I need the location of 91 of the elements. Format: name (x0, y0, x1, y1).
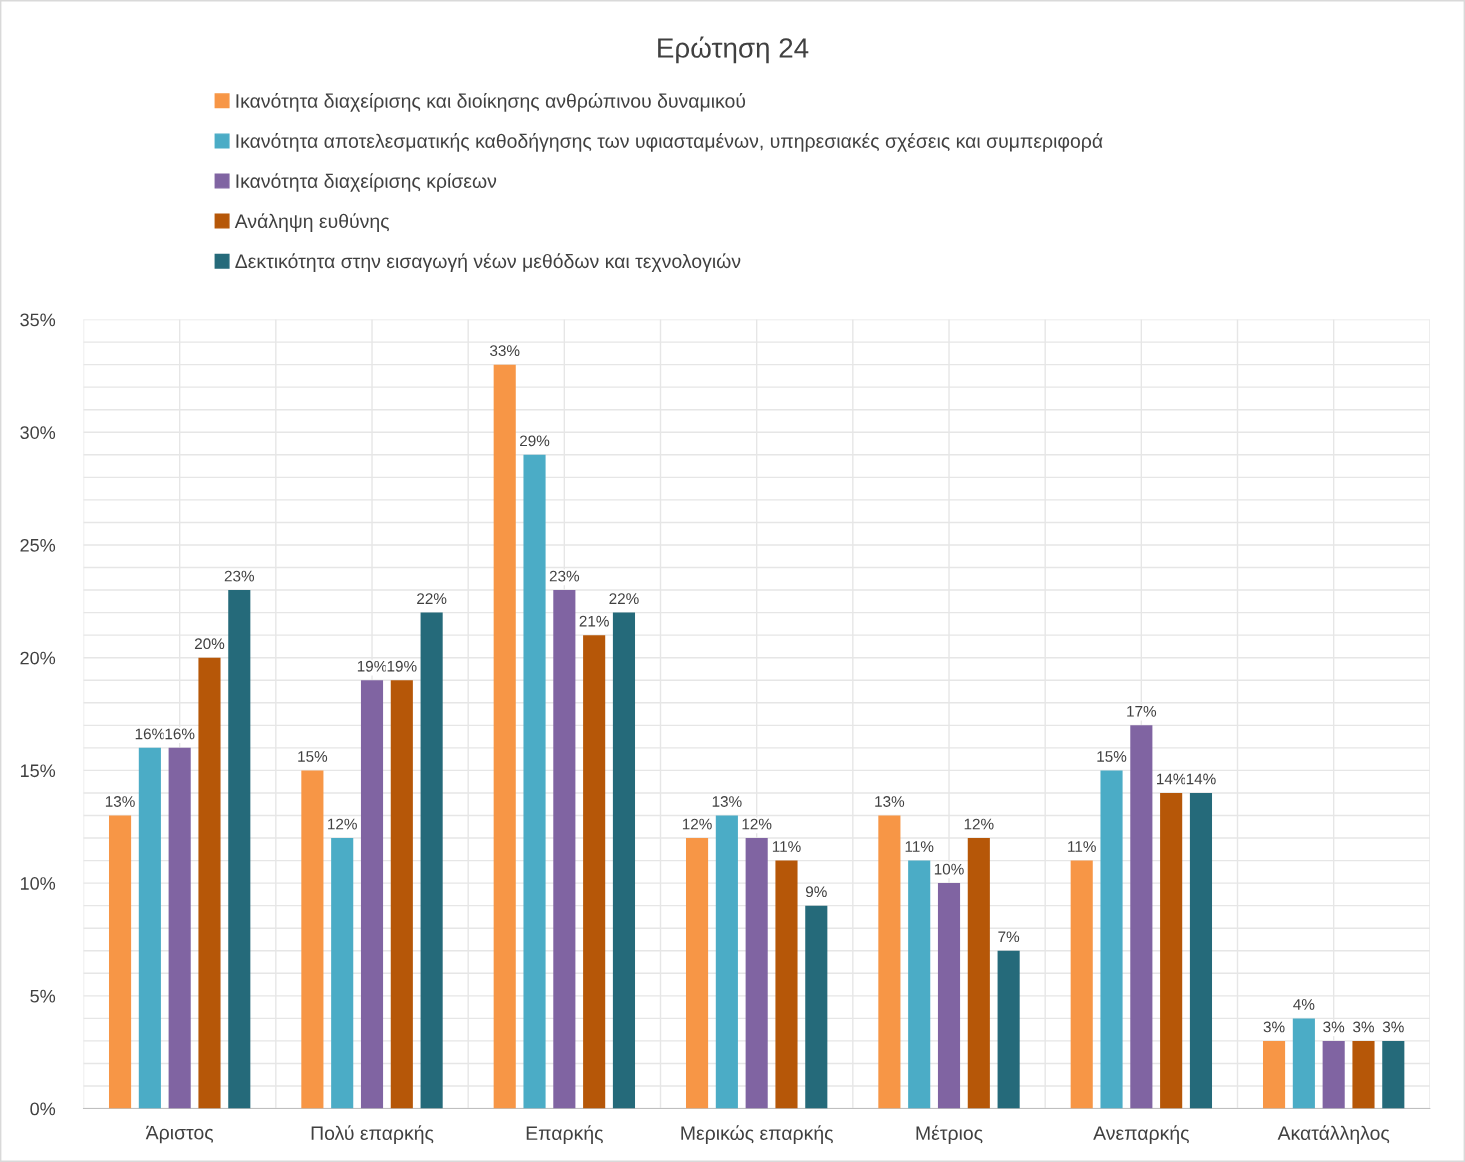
bar (1130, 725, 1153, 1109)
data-label: 22% (417, 593, 447, 604)
bar (301, 770, 324, 1109)
bar (1070, 860, 1093, 1109)
bar (805, 905, 828, 1109)
data-label: 29% (520, 435, 550, 447)
y-tick-label: 10% (20, 877, 56, 890)
data-label: 10% (934, 863, 964, 875)
x-tick-label: Επαρκής (526, 1125, 603, 1144)
bar (967, 838, 990, 1109)
y-tick-label: 35% (20, 313, 56, 327)
bar (138, 747, 161, 1109)
x-tick-label: Μερικώς επαρκής (681, 1125, 833, 1144)
bar (1382, 1040, 1405, 1109)
data-label: 19% (387, 660, 417, 672)
data-label: 33% (490, 345, 520, 357)
data-label: 13% (712, 796, 742, 807)
data-label: 3% (1263, 1021, 1285, 1033)
bar (745, 838, 768, 1109)
bar (331, 838, 354, 1109)
bar (493, 364, 516, 1109)
bar (878, 815, 901, 1109)
bar (228, 590, 251, 1109)
data-label: 23% (224, 570, 255, 582)
data-label: 3% (1353, 1021, 1374, 1033)
y-tick-label: 0% (30, 1102, 56, 1116)
data-label: 12% (964, 818, 994, 830)
legend-label: Ικανότητα αποτελεσματικής καθοδήγησης των υφιασταμένων, υπηρεσιακές σχέσεις και συμπεριφορά (236, 133, 1103, 152)
data-label: 7% (998, 931, 1020, 943)
data-label: 11% (1068, 841, 1096, 852)
data-label: 14% (1186, 773, 1216, 785)
bar (523, 454, 546, 1109)
bar (553, 590, 576, 1109)
data-label: 20% (194, 638, 225, 650)
y-tick-label: 5% (30, 989, 56, 1003)
legend-label: Ανάληψη ευθύνης (234, 213, 389, 232)
data-label: 21% (579, 615, 609, 627)
y-tick-label: 20% (20, 651, 56, 665)
y-tick-label: 30% (20, 426, 56, 439)
x-tick-label: Ακατάλληλος (1277, 1125, 1390, 1144)
data-label: 22% (609, 593, 639, 604)
bar (685, 838, 709, 1109)
y-tick-label: 15% (20, 764, 56, 778)
data-label: 19% (357, 660, 387, 672)
bar (908, 860, 931, 1109)
x-tick-label: Μέτριος (916, 1125, 983, 1144)
data-label: 15% (1097, 751, 1127, 762)
bar (390, 680, 413, 1109)
data-label: 3% (1382, 1021, 1404, 1033)
legend-label: Δεκτικότητα στην εισαγωγή νέων μεθόδων και τεχνολογιών (235, 253, 741, 272)
data-label: 16% (135, 728, 165, 740)
x-tick-label: Άριστος (145, 1125, 214, 1144)
bar (1189, 792, 1213, 1109)
data-label: 14% (1157, 773, 1186, 785)
data-label: 13% (105, 796, 135, 807)
bar (997, 950, 1020, 1109)
data-label: 15% (298, 751, 328, 762)
bar (168, 747, 191, 1109)
data-label: 3% (1323, 1021, 1345, 1033)
data-label: 17% (1127, 705, 1157, 717)
data-label: 11% (905, 841, 934, 852)
data-label: 12% (742, 818, 772, 830)
data-label: 4% (1293, 999, 1315, 1010)
bar (360, 680, 384, 1109)
data-label: 23% (549, 570, 580, 582)
x-tick-label: Πολύ επαρκής (311, 1125, 434, 1144)
bar (715, 815, 738, 1109)
data-label: 11% (772, 841, 801, 852)
bar (1352, 1040, 1375, 1109)
bar (420, 612, 443, 1109)
bar (937, 883, 961, 1109)
bar (108, 815, 132, 1109)
bar (1262, 1040, 1286, 1109)
bar (1292, 1018, 1315, 1109)
data-label: 9% (805, 886, 827, 898)
data-label: 12% (328, 818, 357, 830)
data-label: 13% (875, 796, 905, 807)
y-tick-label: 25% (20, 538, 56, 552)
bar (1322, 1040, 1345, 1109)
x-tick-label: Ανεπαρκής (1093, 1125, 1189, 1144)
bar (612, 612, 636, 1109)
legend-label: Ικανότητα διαχείρισης και διοίκησης ανθρώπινου δυναμικού (236, 93, 746, 112)
bar (1100, 770, 1123, 1109)
data-label: 12% (682, 818, 712, 830)
bar (583, 635, 606, 1109)
data-label: 16% (165, 728, 195, 740)
bar (1160, 792, 1183, 1109)
chart-title: Ερώτηση 24 (658, 36, 809, 64)
bar (198, 657, 221, 1109)
legend-label: Ικανότητα διαχείρισης κρίσεων (236, 173, 497, 192)
bar (775, 860, 798, 1109)
